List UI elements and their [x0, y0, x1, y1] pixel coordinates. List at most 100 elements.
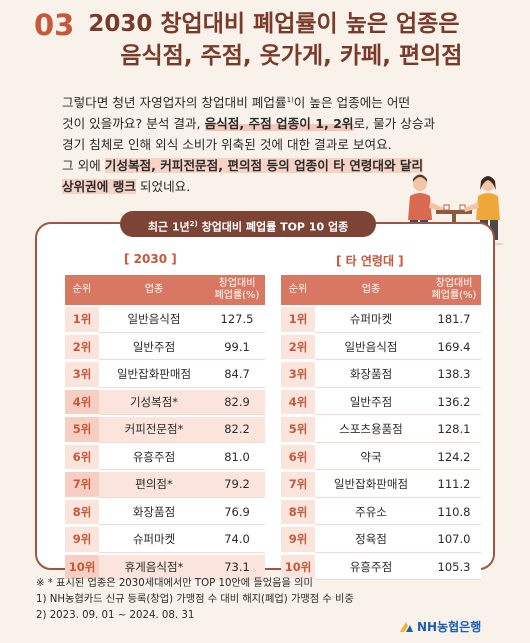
rank-cell: 4위	[65, 389, 99, 415]
industry-cell: 주유소	[315, 499, 427, 525]
table-row: 9위 슈퍼마켓 74.0	[65, 527, 265, 553]
rank-cell: 7위	[281, 472, 315, 498]
intro-text: 그 외에	[62, 158, 105, 174]
table-row: 1위 일반음식점 127.5	[65, 307, 265, 333]
intro-line-3: 경기 침체로 인해 외식 소비가 위축된 것에 대한 결과로 보여요.	[62, 137, 392, 153]
industry-cell: 스포츠용품점	[315, 417, 427, 443]
table-row: 8위 화장품점 76.9	[65, 499, 265, 525]
rank-cell: 8위	[281, 499, 315, 525]
group-label-2030: [ 2030 ]	[124, 252, 177, 266]
rank-cell: 7위	[65, 472, 99, 498]
panel-title-text: 창업대비 폐업률 TOP 10 업종	[197, 220, 349, 234]
industry-cell: 일반주점	[99, 334, 209, 360]
table-row: 9위 정육점 107.0	[281, 527, 481, 553]
intro-line-5: 상위권에 랭크 되었네요.	[62, 176, 502, 197]
col-value-header: 창업대비 폐업률(%)	[209, 275, 265, 305]
rank-cell: 4위	[281, 389, 315, 415]
table-row: 7위 편의점* 79.2	[65, 472, 265, 498]
rate-cell: 169.4	[427, 334, 481, 360]
panel-title: 최근 1년2) 창업대비 폐업률 TOP 10 업종	[120, 211, 376, 237]
table-row: 2위 일반음식점 169.4	[281, 334, 481, 360]
rank-cell: 3위	[65, 362, 99, 388]
brand-logo: NH농협은행	[398, 618, 481, 635]
industry-cell: 휴게음식점*	[99, 554, 209, 580]
footnote-asterisk: ※ * 표시된 업종은 2030세대에서만 TOP 10안에 들었음을 의미	[36, 578, 313, 589]
footnotes: ※ * 표시된 업종은 2030세대에서만 TOP 10안에 들었음을 의미 1…	[36, 576, 354, 624]
rank-cell: 2위	[65, 334, 99, 360]
rank-cell: 5위	[65, 417, 99, 443]
table-row: 3위 일반잡화판매점 84.7	[65, 362, 265, 388]
table-row: 6위 약국 124.2	[281, 444, 481, 470]
section-heading: 03 2030 창업대비 폐업률이 높은 업종은 음식점, 주점, 옷가게, 카…	[34, 8, 504, 72]
industry-cell: 슈퍼마켓	[99, 527, 209, 553]
industry-cell: 편의점*	[99, 472, 209, 498]
highlight-text: 기성복점, 커피전문점, 편의점 등의 업종이 타 연령대와 달리	[104, 158, 424, 174]
col-rank-header: 순위	[281, 275, 315, 305]
industry-cell: 일반잡화판매점	[99, 362, 209, 388]
table-row: 10위 휴게음식점* 73.1	[65, 554, 265, 580]
rate-cell: 76.9	[209, 499, 265, 525]
table-row: 4위 일반주점 136.2	[281, 389, 481, 415]
rate-cell: 105.3	[427, 554, 481, 580]
industry-cell: 일반음식점	[99, 307, 209, 333]
rate-cell: 73.1	[209, 554, 265, 580]
heading-line-2: 음식점, 주점, 옷가게, 카페, 편의점	[120, 43, 463, 69]
intro-text: 것이 있을까요? 분석 결과,	[62, 116, 205, 132]
table-row: 7위 일반잡화판매점 111.2	[281, 472, 481, 498]
rank-cell: 6위	[65, 444, 99, 470]
footnote-1: 1) NH농협카드 신규 등록(창업) 가맹점 수 대비 해지(폐업) 가맹점 …	[36, 594, 354, 605]
col-value-header: 창업대비 폐업률(%)	[427, 275, 481, 305]
table-row: 2위 일반주점 99.1	[65, 334, 265, 360]
rate-cell: 99.1	[209, 334, 265, 360]
table-header-row: 순위 업종 창업대비 폐업률(%)	[281, 275, 481, 305]
rank-cell: 8위	[65, 499, 99, 525]
col-rank-header: 순위	[65, 275, 99, 305]
rank-cell: 3위	[281, 362, 315, 388]
table-row: 8위 주유소 110.8	[281, 499, 481, 525]
footnote-ref: 2)	[189, 220, 198, 228]
rate-cell: 82.2	[209, 417, 265, 443]
rate-cell: 84.7	[209, 362, 265, 388]
col-value-header-line: 창업대비	[435, 278, 473, 289]
group-label-other-ages: [ 타 연령대 ]	[336, 254, 404, 268]
rank-cell: 9위	[65, 527, 99, 553]
rank-cell: 6위	[281, 444, 315, 470]
highlight-text: 상위권에 랭크	[62, 179, 136, 195]
section-number: 03	[34, 8, 75, 42]
table-row: 5위 스포츠용품점 128.1	[281, 417, 481, 443]
col-value-header-line: 창업대비	[218, 278, 256, 289]
rate-cell: 82.9	[209, 389, 265, 415]
rate-cell: 81.0	[209, 444, 265, 470]
col-value-header-line: 폐업률(%)	[431, 290, 477, 301]
rank-cell: 10위	[281, 554, 315, 580]
rate-cell: 79.2	[209, 472, 265, 498]
rank-cell: 1위	[65, 307, 99, 333]
industry-cell: 화장품점	[99, 499, 209, 525]
intro-text: 되었네요.	[135, 179, 191, 195]
col-name-header: 업종	[315, 275, 427, 305]
table-row: 3위 화장품점 138.3	[281, 362, 481, 388]
rate-cell: 124.2	[427, 444, 481, 470]
intro-line-4: 그 외에 기성복점, 커피전문점, 편의점 등의 업종이 타 연령대와 달리	[62, 155, 502, 176]
intro-line-1: 그렇다면 청년 자영업자의 창업대비 폐업률1)이 높은 업종에는 어떤	[62, 90, 502, 113]
ranking-table-other-ages: 순위 업종 창업대비 폐업률(%) 1위 슈퍼마켓 181.7 2위 일반음식점 169.4…	[281, 273, 481, 582]
brand-name: NH농협은행	[417, 620, 482, 634]
industry-cell: 커피전문점*	[99, 417, 209, 443]
ranking-table-2030: 순위 업종 창업대비 폐업률(%) 1위 일반음식점 127.5 2위 일반주점 99.1 3…	[65, 273, 265, 582]
rate-cell: 74.0	[209, 527, 265, 553]
rate-cell: 127.5	[209, 307, 265, 333]
intro-paragraph: 그렇다면 청년 자영업자의 창업대비 폐업률1)이 높은 업종에는 어떤 것이 …	[62, 90, 502, 197]
intro-text: 로, 물가 상승과	[353, 116, 436, 132]
table-row: 5위 커피전문점* 82.2	[65, 417, 265, 443]
col-name-header: 업종	[99, 275, 209, 305]
heading-line-1: 2030 창업대비 폐업률이 높은 업종은	[88, 11, 460, 37]
industry-cell: 슈퍼마켓	[315, 307, 427, 333]
nh-logo-icon	[400, 621, 413, 632]
rate-cell: 181.7	[427, 307, 481, 333]
industry-cell: 화장품점	[315, 362, 427, 388]
table-row: 4위 기성복점* 82.9	[65, 389, 265, 415]
rank-cell: 10위	[65, 554, 99, 580]
rate-cell: 110.8	[427, 499, 481, 525]
table-row: 1위 슈퍼마켓 181.7	[281, 307, 481, 333]
panel-title-text: 최근 1년	[147, 220, 190, 234]
